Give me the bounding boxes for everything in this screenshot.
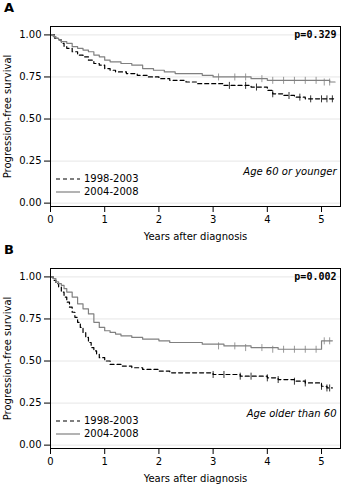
svg-text:p=0.002: p=0.002	[294, 271, 336, 282]
svg-text:Years after diagnosis: Years after diagnosis	[143, 231, 248, 242]
svg-text:Age 60 or younger: Age 60 or younger	[242, 166, 337, 177]
html-text:1998-2003: 1998-2003	[84, 173, 139, 184]
svg-text:0.75: 0.75	[19, 71, 41, 82]
html-text:1998-2003: 1998-2003	[84, 415, 139, 426]
svg-text:3: 3	[210, 214, 216, 225]
html-text:2004-2008: 2004-2008	[84, 186, 139, 197]
svg-text:Progression-free survival: Progression-free survival	[2, 55, 13, 179]
svg-text:0: 0	[47, 456, 53, 467]
svg-text:5: 5	[318, 214, 324, 225]
svg-text:Years after diagnosis: Years after diagnosis	[143, 473, 248, 484]
svg-text:0.00: 0.00	[19, 439, 41, 450]
svg-text:1: 1	[102, 214, 108, 225]
svg-text:Age older than 60: Age older than 60	[246, 408, 337, 419]
svg-text:1.00: 1.00	[19, 29, 41, 40]
svg-text:0.00: 0.00	[19, 197, 41, 208]
html-text:2004-2008: 2004-2008	[84, 428, 139, 439]
svg-text:p=0.329: p=0.329	[294, 29, 336, 40]
svg-text:0.75: 0.75	[19, 313, 41, 324]
html-text:A: A	[4, 0, 15, 15]
html-text:B: B	[4, 242, 14, 257]
svg-text:1.00: 1.00	[19, 271, 41, 282]
svg-text:Progression-free survival: Progression-free survival	[2, 297, 13, 421]
svg-text:0.50: 0.50	[19, 355, 41, 366]
svg-text:3: 3	[210, 456, 216, 467]
svg-text:0.25: 0.25	[19, 155, 41, 166]
svg-text:5: 5	[318, 456, 324, 467]
svg-text:4: 4	[264, 214, 270, 225]
svg-text:0: 0	[47, 214, 53, 225]
svg-text:2: 2	[156, 214, 162, 225]
svg-text:2: 2	[156, 456, 162, 467]
svg-text:4: 4	[264, 456, 270, 467]
svg-text:0.50: 0.50	[19, 113, 41, 124]
svg-text:0.25: 0.25	[19, 397, 41, 408]
svg-text:1: 1	[102, 456, 108, 467]
